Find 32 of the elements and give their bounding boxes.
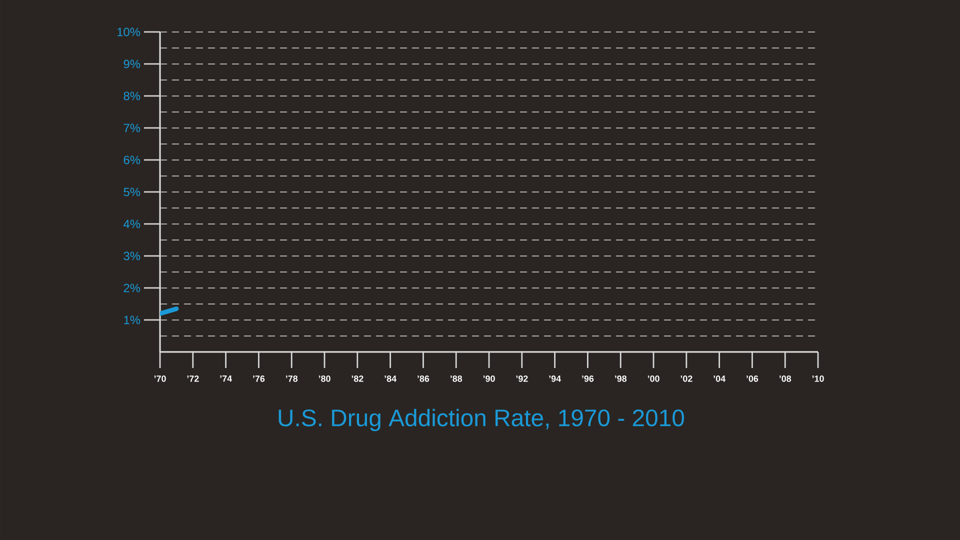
y-tick-label: 3% <box>124 252 140 260</box>
y-tick-label: 7% <box>124 124 140 132</box>
x-tick-label: ’70 <box>154 376 166 382</box>
text: U.S. Drug Addiction Rate, 1970 - 2010 <box>278 408 684 432</box>
x-tick-label: ’78 <box>286 376 298 382</box>
y-tick-label: 6% <box>124 156 140 164</box>
x-tick-label: ’82 <box>352 376 364 382</box>
y-tick-label: 4% <box>124 220 140 228</box>
x-tick-label: ’10 <box>812 376 824 382</box>
x-tick-label: ’92 <box>516 376 528 382</box>
y-tick-label: 8% <box>124 92 140 100</box>
y-tick-label: 10% <box>117 28 140 36</box>
x-tick-label: ’06 <box>746 376 758 382</box>
x-tick-label: ’76 <box>253 376 265 382</box>
x-tick-label: ’94 <box>549 376 561 382</box>
x-tick-label: ’96 <box>582 376 594 382</box>
y-tick-label: 2% <box>124 284 140 292</box>
x-tick-label: ’00 <box>648 376 660 382</box>
x-tick-label: ’72 <box>187 376 199 382</box>
x-tick-label: ’80 <box>318 376 330 382</box>
x-tick-label: ’08 <box>779 376 792 382</box>
y-tick-label: 1% <box>124 316 140 324</box>
x-tick-label: ’74 <box>220 376 232 382</box>
x-tick-label: ’90 <box>483 376 495 382</box>
x-tick-label: ’98 <box>614 376 627 382</box>
y-tick-label: 5% <box>124 188 140 196</box>
x-tick-label: ’86 <box>418 376 430 382</box>
x-tick-label: ’02 <box>680 376 692 382</box>
y-tick-label: 9% <box>124 60 140 68</box>
x-tick-label: ’84 <box>384 376 396 382</box>
x-tick-label: ’88 <box>450 376 462 382</box>
x-tick-label: ’04 <box>714 376 726 382</box>
